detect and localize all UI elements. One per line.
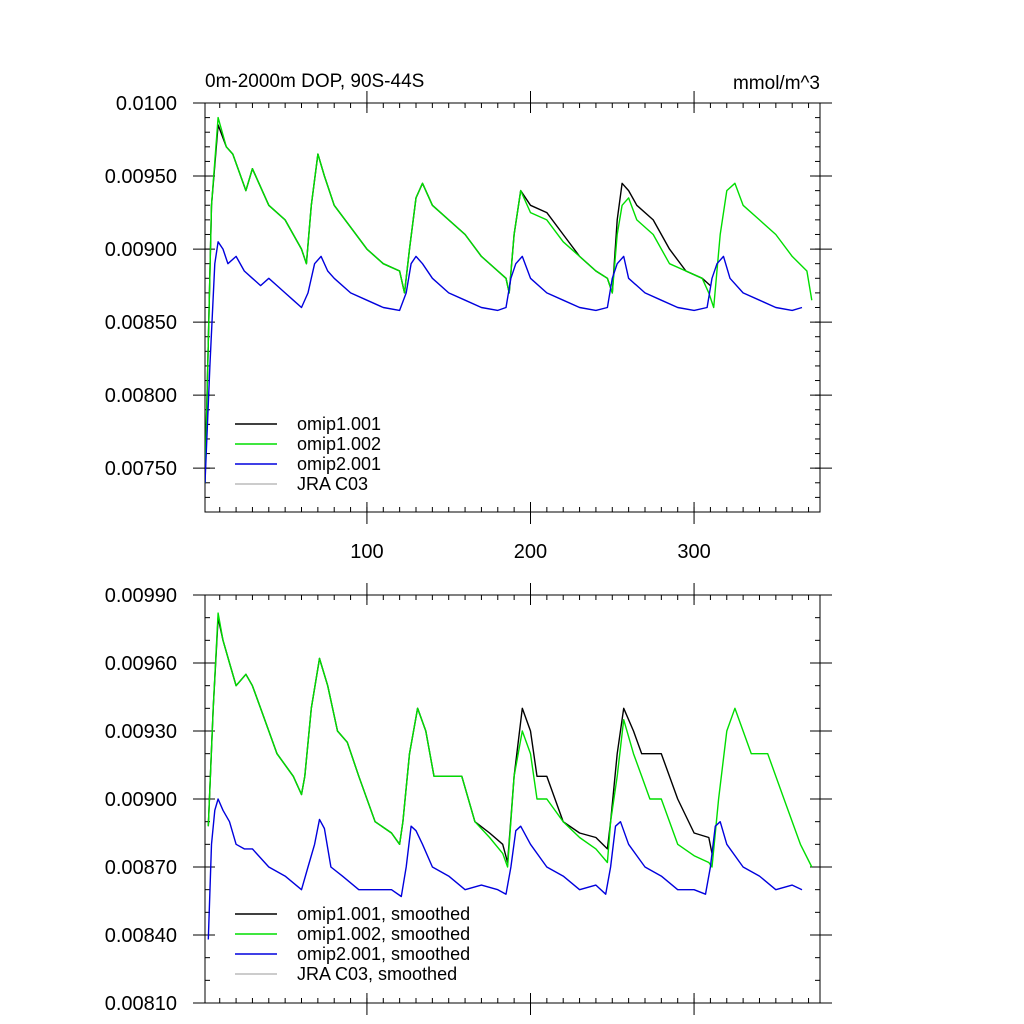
y-tick-label: 0.00960 <box>105 653 177 675</box>
series-line-omip1-001 <box>205 124 711 483</box>
y-tick-label: 0.00900 <box>105 789 177 811</box>
y-tick-label: 0.00840 <box>105 925 177 947</box>
legend-label: omip2.001 <box>297 454 381 474</box>
y-tick-label: 0.0100 <box>116 93 177 115</box>
legend-label: JRA C03 <box>297 474 368 494</box>
series-line-omip2-001-smoothed <box>207 798 803 940</box>
x-tick-label: 300 <box>677 541 710 563</box>
legend-label: JRA C03, smoothed <box>297 964 457 984</box>
series-line-omip1-002 <box>205 116 813 483</box>
y-tick-label: 0.00850 <box>105 312 177 334</box>
y-tick-label: 0.00800 <box>105 385 177 407</box>
series-line-omip1-002-smoothed <box>207 612 813 868</box>
panel-top: 0.00750 0.00800 0.00850 0.00900 0.00950 0.010… <box>105 71 832 563</box>
series-line-omip2-001 <box>205 241 803 483</box>
legend-label: omip1.001, smoothed <box>297 904 470 924</box>
y-tick-label: 0.00870 <box>105 857 177 879</box>
y-tick-label: 0.00930 <box>105 721 177 743</box>
chart-title: 0m-2000m DOP, 90S-44S <box>205 71 424 92</box>
x-tick-label: 200 <box>514 541 547 563</box>
legend-label: omip2.001, smoothed <box>297 944 470 964</box>
legend-label: omip1.002 <box>297 434 381 454</box>
y-tick-label: 0.00810 <box>105 993 177 1015</box>
y-tick-label: 0.00990 <box>105 585 177 607</box>
x-tick-label: 100 <box>350 541 383 563</box>
series-group <box>205 116 813 483</box>
series-line-omip1-001-smoothed <box>207 617 713 864</box>
panel-bottom: 0.00810 0.00840 0.00870 0.00900 0.00930 0.009… <box>105 583 832 1015</box>
legend-label: omip1.002, smoothed <box>297 924 470 944</box>
legend-label: omip1.001 <box>297 414 381 434</box>
series-group <box>207 612 813 940</box>
y-tick-label: 0.00900 <box>105 239 177 261</box>
y-tick-label: 0.00750 <box>105 458 177 480</box>
y-tick-label: 0.00950 <box>105 166 177 188</box>
chart-units: mmol/m^3 <box>733 73 820 94</box>
